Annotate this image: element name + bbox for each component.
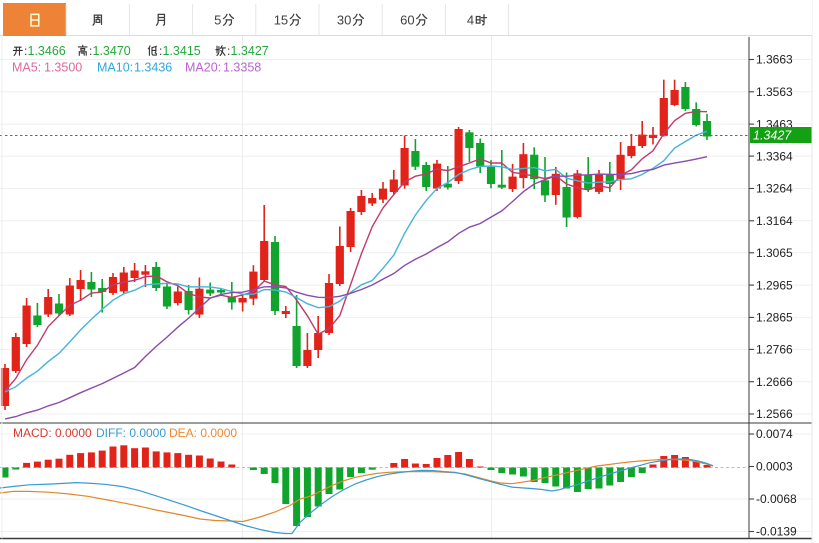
- svg-text:1.3427: 1.3427: [753, 129, 792, 143]
- svg-text:1.3358: 1.3358: [223, 61, 261, 75]
- svg-text:1.2666: 1.2666: [756, 375, 793, 389]
- svg-text:DIFF: 0.0000: DIFF: 0.0000: [96, 426, 166, 440]
- svg-text:MACD: 0.0000: MACD: 0.0000: [13, 426, 92, 440]
- svg-text:MA5: MA10: MA20:: MA5: MA10: MA20:: [12, 61, 221, 75]
- svg-text:15: 15: [274, 13, 288, 28]
- svg-text:-0.0139: -0.0139: [756, 525, 797, 539]
- svg-text::: :: [227, 44, 230, 58]
- svg-text:0.0074: 0.0074: [756, 427, 793, 441]
- svg-text:1.2865: 1.2865: [756, 311, 793, 325]
- svg-text:4: 4: [467, 13, 474, 28]
- svg-text:1.3436: 1.3436: [134, 61, 172, 75]
- svg-text::: :: [24, 44, 27, 58]
- svg-text:0.0003: 0.0003: [756, 460, 793, 474]
- svg-text:1.2566: 1.2566: [756, 407, 793, 421]
- svg-text:1.3466: 1.3466: [28, 44, 66, 58]
- svg-text:1.3563: 1.3563: [756, 85, 793, 99]
- svg-text:60: 60: [400, 13, 414, 28]
- svg-text:1.3427: 1.3427: [231, 44, 269, 58]
- svg-text:DEA: 0.0000: DEA: 0.0000: [169, 426, 237, 440]
- svg-text::: :: [159, 44, 162, 58]
- svg-text:1.3364: 1.3364: [756, 149, 793, 163]
- svg-text:1.3415: 1.3415: [163, 44, 201, 58]
- svg-text:1.3065: 1.3065: [756, 246, 793, 260]
- svg-text:-0.0068: -0.0068: [756, 492, 797, 506]
- svg-text::: :: [89, 44, 92, 58]
- svg-text:1.2965: 1.2965: [756, 278, 793, 292]
- svg-text:1.3264: 1.3264: [756, 182, 793, 196]
- svg-text:30: 30: [337, 13, 351, 28]
- svg-text:1.3500: 1.3500: [44, 61, 82, 75]
- svg-text:1.2766: 1.2766: [756, 343, 793, 357]
- svg-text:1.3663: 1.3663: [756, 53, 793, 67]
- svg-text:1.3470: 1.3470: [93, 44, 131, 58]
- svg-text:1.3164: 1.3164: [756, 214, 793, 228]
- svg-text:5: 5: [214, 13, 221, 28]
